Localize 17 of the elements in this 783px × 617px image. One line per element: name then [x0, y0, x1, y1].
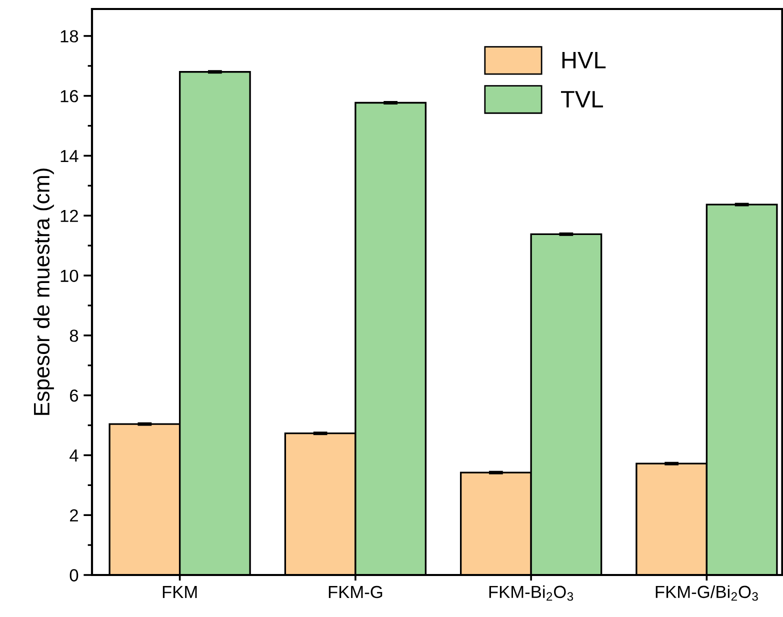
x-tick-label: FKM-Bi$_{2}$O$_{3}$	[489, 585, 574, 601]
y-axis-title: Espesor de muestra (cm)	[33, 168, 54, 415]
y-tick-label: 10	[60, 270, 78, 282]
legend-label: HVL	[562, 52, 606, 68]
x-tick-label: FKM	[162, 586, 197, 598]
y-tick-label: 4	[70, 450, 78, 462]
y-tick-label: 14	[60, 150, 78, 162]
y-tick-label: 18	[60, 30, 78, 42]
y-tick-label: 2	[70, 509, 78, 522]
y-tick-label: 0	[70, 569, 78, 582]
x-tick-label: FKM-G	[328, 586, 382, 598]
y-tick-label: 16	[60, 90, 78, 102]
x-tick-label: FKM-G/Bi$_{2}$O$_{3}$	[656, 585, 758, 601]
legend-label: TVL	[560, 91, 603, 108]
y-tick-label: 12	[60, 210, 78, 222]
y-tick-label: 8	[70, 330, 78, 342]
y-tick-label: 6	[70, 389, 78, 402]
